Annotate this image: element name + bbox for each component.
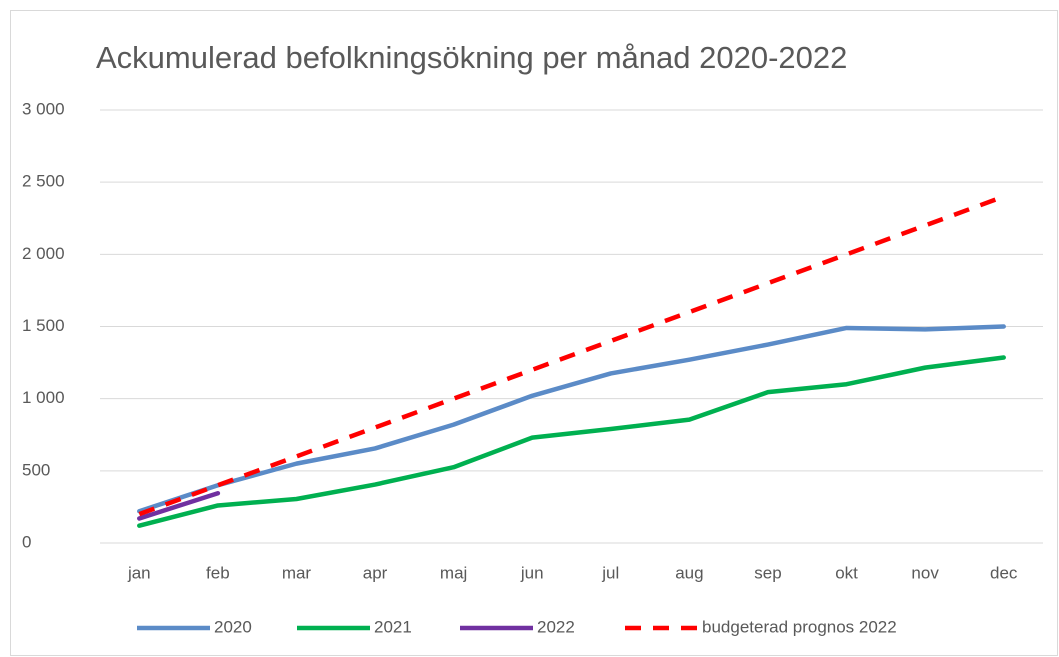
series-line xyxy=(137,324,1006,514)
y-tick-label: 2 000 xyxy=(22,244,65,263)
x-tick-label: jan xyxy=(127,563,151,582)
series-line xyxy=(138,194,1005,517)
y-tick-label: 1 000 xyxy=(22,388,65,407)
legend-label: 2021 xyxy=(374,617,412,636)
x-tick-label: jul xyxy=(601,563,619,582)
chart-frame xyxy=(10,10,1058,656)
series-line xyxy=(137,355,1006,528)
y-tick-label: 0 xyxy=(22,532,31,551)
x-tick-label: dec xyxy=(990,563,1018,582)
x-tick-label: mar xyxy=(282,563,312,582)
x-tick-label: sep xyxy=(754,563,781,582)
x-tick-label: aug xyxy=(675,563,703,582)
y-tick-label: 1 500 xyxy=(22,316,65,335)
chart-title: Ackumulerad befolkningsökning per månad … xyxy=(96,40,847,75)
y-tick-label: 500 xyxy=(22,460,50,479)
series-line xyxy=(137,490,221,521)
legend-label: 2020 xyxy=(214,617,252,636)
y-tick-label: 2 500 xyxy=(22,172,65,191)
legend-label: 2022 xyxy=(537,617,575,636)
x-tick-label: nov xyxy=(911,563,939,582)
x-tick-label: okt xyxy=(835,563,858,582)
x-tick-label: maj xyxy=(440,563,467,582)
x-tick-label: apr xyxy=(363,563,388,582)
x-tick-label: feb xyxy=(206,563,230,582)
y-tick-label: 3 000 xyxy=(22,99,65,118)
legend-label: budgeterad prognos 2022 xyxy=(702,617,897,636)
x-tick-label: jun xyxy=(520,563,544,582)
